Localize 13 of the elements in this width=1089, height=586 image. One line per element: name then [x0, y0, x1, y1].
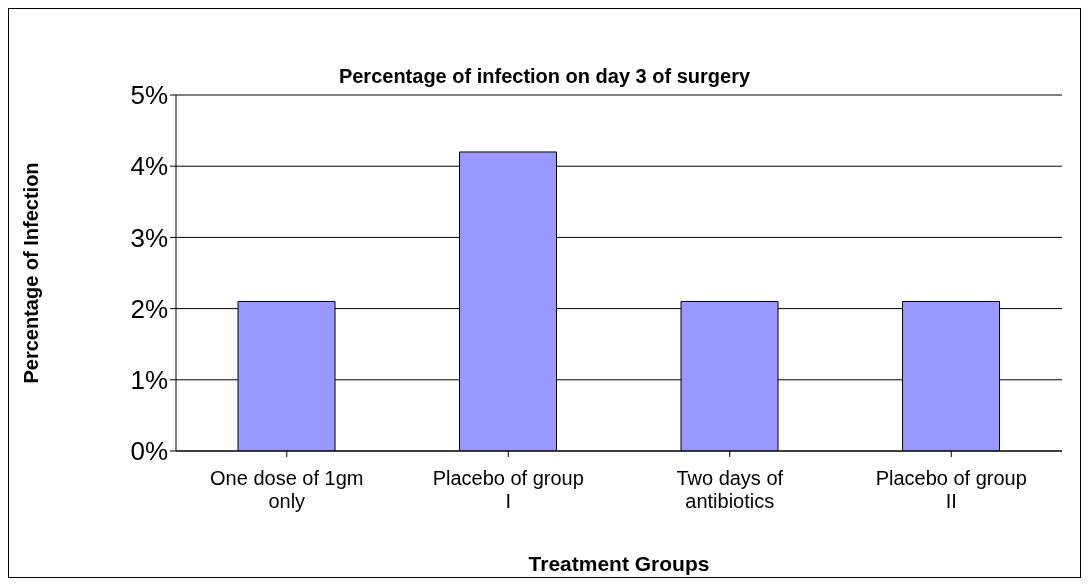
y-tick-label: 5% — [130, 80, 168, 111]
chart-title: Percentage of infection on day 3 of surgery — [338, 65, 751, 87]
x-tick-label: Two days of antibiotics — [676, 467, 784, 512]
y-tick-label: 3% — [130, 222, 168, 253]
y-tick-label: 0% — [130, 436, 168, 467]
y-axis-title: Percentage of Infection — [20, 162, 43, 384]
x-tick-label: Placebo of group II — [875, 467, 1027, 512]
x-axis-title: Treatment Groups — [528, 552, 710, 575]
y-tick-label: 2% — [130, 293, 168, 324]
y-tick-label: 4% — [130, 151, 168, 182]
y-tick-label: 1% — [130, 365, 168, 396]
x-tick-label: One dose of 1gm only — [210, 467, 364, 512]
x-tick-label: Placebo of group I — [432, 467, 584, 512]
